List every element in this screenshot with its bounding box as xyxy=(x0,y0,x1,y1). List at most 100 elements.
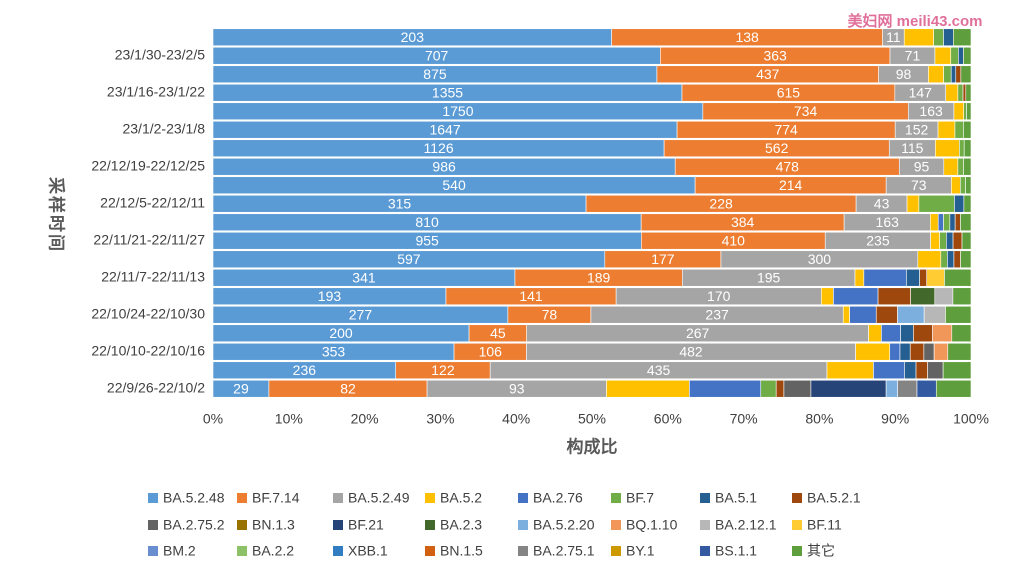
data-label: 78 xyxy=(542,306,558,322)
bar-segment xyxy=(958,46,964,65)
data-label: 707 xyxy=(425,47,449,63)
data-label: 236 xyxy=(293,362,317,378)
bar-segment xyxy=(951,176,961,195)
bar-segment xyxy=(873,361,905,380)
y-axis-label: 采样时间 xyxy=(47,176,67,253)
bar-segment xyxy=(918,194,955,213)
bar-segment xyxy=(689,379,762,398)
legend-label: BS.1.1 xyxy=(715,543,757,559)
bar-segment xyxy=(932,324,953,343)
bar-segment xyxy=(943,157,959,176)
bar-segment xyxy=(962,83,967,102)
legend-label: BA.5.2.20 xyxy=(533,517,595,533)
data-label: 122 xyxy=(431,362,455,378)
data-label: 277 xyxy=(349,306,373,322)
legend-swatch xyxy=(700,520,710,530)
x-tick-label: 0% xyxy=(203,411,223,427)
bar-segment xyxy=(877,287,911,306)
y-tick-label: 23/1/2-23/1/8 xyxy=(122,120,205,136)
bar-segment xyxy=(960,213,972,232)
data-label: 478 xyxy=(776,158,800,174)
data-label: 237 xyxy=(705,306,729,322)
data-label: 11 xyxy=(886,29,901,45)
legend-label: BF.7 xyxy=(626,490,654,506)
legend-label: BA.5.1 xyxy=(715,490,757,506)
legend-swatch xyxy=(792,546,802,556)
bar-segment xyxy=(868,324,882,343)
data-label: 986 xyxy=(432,158,456,174)
bar-segment xyxy=(934,287,954,306)
legend-swatch xyxy=(237,546,247,556)
data-label: 93 xyxy=(509,380,525,396)
legend-swatch xyxy=(518,493,528,503)
bar-segment xyxy=(965,176,972,195)
legend-swatch xyxy=(700,493,710,503)
bar-segment xyxy=(897,379,918,398)
legend-swatch xyxy=(148,520,158,530)
bar-segment xyxy=(821,287,834,306)
bar-segment xyxy=(842,305,850,324)
bar-segment xyxy=(606,379,690,398)
data-label: 71 xyxy=(905,47,921,63)
bar-segment xyxy=(923,342,935,361)
data-label: 774 xyxy=(774,121,798,137)
bar-segment xyxy=(963,139,972,158)
y-tick-label: 22/11/21-22/11/27 xyxy=(93,231,205,247)
legend-label: BA.2.2 xyxy=(252,543,294,559)
data-label: 193 xyxy=(318,288,342,304)
data-label: 353 xyxy=(322,343,346,359)
data-label: 177 xyxy=(651,251,675,267)
bar-segment xyxy=(960,250,972,269)
legend-swatch xyxy=(148,493,158,503)
bar-segment xyxy=(951,324,972,343)
data-label: 200 xyxy=(329,325,353,341)
bar-segment xyxy=(810,379,887,398)
legend-swatch xyxy=(333,520,343,530)
bar-segment xyxy=(949,213,956,232)
bar-segment xyxy=(926,268,945,287)
bar-segment xyxy=(953,28,972,47)
legend-swatch xyxy=(425,493,435,503)
data-label: 384 xyxy=(731,214,755,230)
bar-segment xyxy=(940,250,948,269)
bar-segment xyxy=(939,231,947,250)
bar-segment xyxy=(942,361,972,380)
y-tick-label: 22/9/26-22/10/2 xyxy=(107,379,205,395)
legend-label: BY.1 xyxy=(626,543,655,559)
x-tick-label: 20% xyxy=(351,411,379,427)
data-label: 29 xyxy=(233,380,249,396)
bar-segment xyxy=(954,213,961,232)
bar-segment xyxy=(923,305,946,324)
bar-segment xyxy=(952,231,963,250)
legend-label: BA.5.2.48 xyxy=(163,490,225,506)
data-label: 562 xyxy=(765,140,789,156)
bar-segment xyxy=(953,102,965,121)
legend-label: BF.21 xyxy=(348,517,384,533)
x-axis-label: 构成比 xyxy=(567,436,618,456)
bar-segment xyxy=(906,194,920,213)
data-label: 435 xyxy=(647,362,671,378)
data-label: 195 xyxy=(757,269,781,285)
bar-segment xyxy=(919,268,928,287)
data-label: 43 xyxy=(874,195,890,211)
bar-segment xyxy=(775,379,785,398)
bar-segment xyxy=(875,305,898,324)
bar-segment xyxy=(906,268,920,287)
bar-segment xyxy=(933,342,949,361)
data-label: 1647 xyxy=(429,121,460,137)
bar-segment xyxy=(950,46,959,65)
bar-segment xyxy=(954,194,965,213)
bar-segment xyxy=(899,342,911,361)
legend-swatch xyxy=(611,520,621,530)
legend-swatch xyxy=(148,546,158,556)
bar-segment xyxy=(937,120,956,139)
legend-swatch xyxy=(237,493,247,503)
bar-segment xyxy=(833,287,879,306)
bar-segment xyxy=(963,46,972,65)
bar-segment xyxy=(946,231,954,250)
y-tick-label: 22/12/19-22/12/25 xyxy=(91,157,205,173)
x-tick-label: 90% xyxy=(881,411,909,427)
data-label: 875 xyxy=(423,66,447,82)
legend-label: BA.2.75.1 xyxy=(533,543,595,559)
data-label: 315 xyxy=(388,195,412,211)
